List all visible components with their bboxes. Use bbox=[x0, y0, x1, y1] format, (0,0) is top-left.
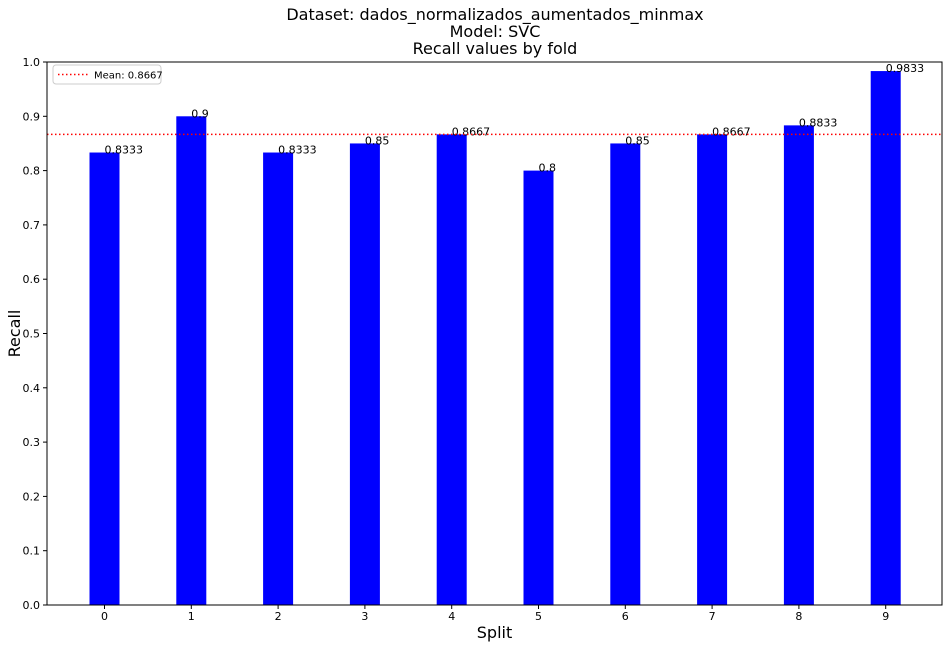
y-axis: 0.0 0.1 0.2 0.3 0.4 0.5 0.6 0.7 0.8 0.9 1.0 bbox=[23, 56, 47, 612]
x-axis: 0 1 2 3 4 5 6 7 8 9 bbox=[101, 605, 889, 623]
y-tick-label: 0.3 bbox=[23, 436, 41, 449]
bar-value-label: 0.8833 bbox=[799, 116, 838, 129]
y-tick-label: 0.6 bbox=[23, 273, 41, 286]
y-tick-label: 0.0 bbox=[23, 599, 41, 612]
y-tick-label: 0.4 bbox=[23, 382, 41, 395]
bar-value-label: 0.85 bbox=[625, 134, 650, 147]
bar bbox=[523, 170, 554, 605]
y-tick-label: 0.8 bbox=[23, 165, 41, 178]
y-tick-label: 0.9 bbox=[23, 110, 41, 123]
bar bbox=[89, 152, 120, 605]
bar bbox=[349, 143, 380, 605]
bar bbox=[697, 134, 728, 605]
legend-mean-label: Mean: 0.8667 bbox=[94, 71, 163, 82]
chart-title-line: Dataset: dados_normalizados_aumentados_m… bbox=[286, 5, 703, 25]
x-tick-label: 2 bbox=[275, 610, 282, 623]
bar-value-label: 0.9 bbox=[191, 107, 209, 120]
x-tick-label: 6 bbox=[622, 610, 629, 623]
legend-box bbox=[52, 64, 162, 85]
chart-title: Dataset: dados_normalizados_aumentados_m… bbox=[286, 5, 703, 58]
bar-value-label: 0.8333 bbox=[105, 144, 144, 157]
y-tick-label: 0.2 bbox=[23, 490, 41, 503]
bar bbox=[263, 152, 294, 605]
x-tick-label: 8 bbox=[795, 610, 802, 623]
x-tick-label: 7 bbox=[709, 610, 716, 623]
bar-value-label: 0.8 bbox=[539, 162, 557, 175]
bar-value-label: 0.8333 bbox=[278, 144, 317, 157]
chart-title-line: Model: SVC bbox=[450, 22, 541, 41]
chart-title-line: Recall values by fold bbox=[413, 39, 578, 58]
y-tick-label: 1.0 bbox=[23, 56, 41, 69]
bar bbox=[610, 143, 641, 605]
x-tick-label: 4 bbox=[448, 610, 455, 623]
x-tick-label: 5 bbox=[535, 610, 542, 623]
x-tick-label: 0 bbox=[101, 610, 108, 623]
bar bbox=[870, 71, 901, 605]
legend: Mean: 0.8667 bbox=[52, 64, 163, 85]
data-labels: 0.8333 0.9 0.8333 0.85 0.8667 0.8 0.85 0.8667 0.… bbox=[105, 62, 925, 175]
x-axis-label: Split bbox=[477, 623, 512, 642]
y-tick-label: 0.5 bbox=[23, 328, 41, 341]
bar-value-label: 0.85 bbox=[365, 134, 390, 147]
x-tick-label: 1 bbox=[188, 610, 195, 623]
y-axis-label: Recall bbox=[5, 310, 24, 358]
bar-value-label: 0.8667 bbox=[452, 125, 491, 138]
x-tick-label: 3 bbox=[361, 610, 368, 623]
bar bbox=[176, 116, 207, 606]
bar-value-label: 0.8667 bbox=[712, 125, 751, 138]
x-tick-label: 9 bbox=[882, 610, 889, 623]
bar-value-label: 0.9833 bbox=[886, 62, 925, 75]
bars bbox=[89, 71, 901, 606]
bar bbox=[436, 134, 467, 605]
y-tick-label: 0.7 bbox=[23, 219, 41, 232]
y-tick-label: 0.1 bbox=[23, 545, 41, 558]
bar bbox=[783, 125, 814, 605]
